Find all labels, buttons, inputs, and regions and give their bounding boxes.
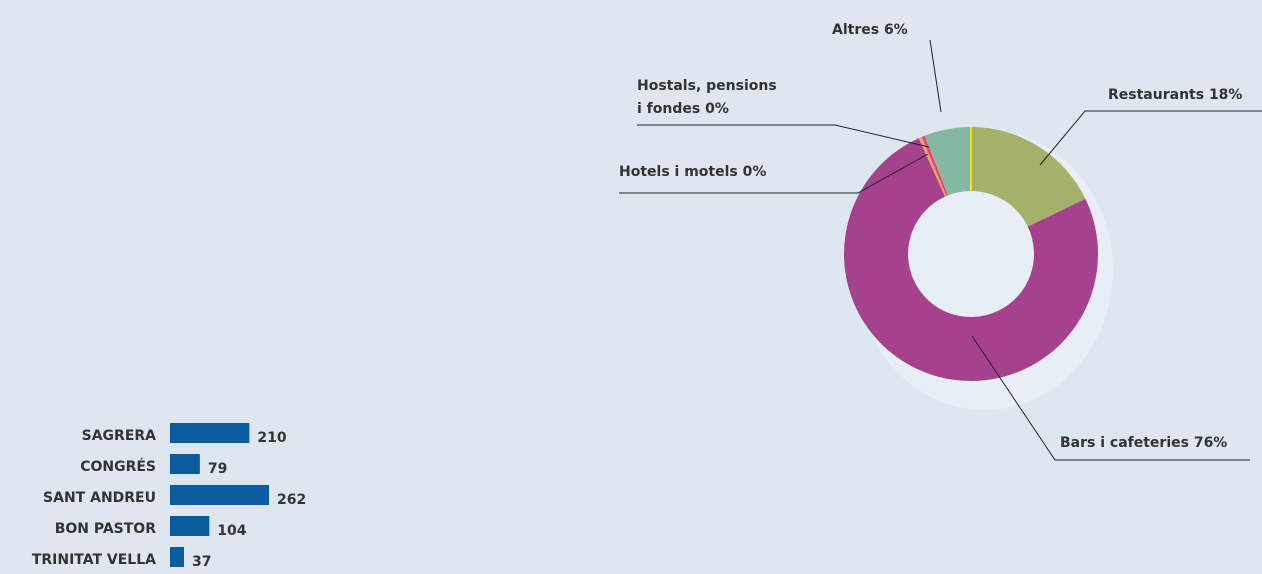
slice-name: Hostals, pensions i fondes	[637, 78, 777, 117]
donut-segment	[844, 138, 1099, 382]
value-label: 37	[192, 554, 211, 570]
slice-name: Altres	[832, 22, 880, 38]
bar	[170, 423, 250, 443]
bar	[170, 547, 184, 567]
donut-segment	[918, 136, 947, 197]
value-label: 262	[277, 492, 306, 508]
slice-label: Bars i cafeteries 76%	[1060, 432, 1227, 455]
bar	[170, 516, 210, 536]
slice-label: Hotels i motels 0%	[619, 161, 766, 184]
value-label: 79	[208, 461, 227, 477]
leader-line	[619, 153, 929, 194]
value-label: 104	[217, 523, 246, 539]
slice-value: 76%	[1193, 435, 1228, 451]
bar-label: SANT ANDREU	[43, 490, 156, 506]
slice-name: Bars i cafeteries	[1060, 435, 1189, 451]
donut-segment	[921, 135, 948, 196]
slice-label: Hostals, pensions i fondes 0%	[637, 75, 782, 121]
slice-label: Restaurants 18%	[1108, 84, 1242, 107]
slice-name: Hotels i motels	[619, 164, 738, 180]
slice-value: 6%	[883, 22, 908, 38]
bar-label: SAGRERA	[82, 428, 157, 444]
slice-value: 18%	[1208, 87, 1243, 103]
bar	[170, 485, 270, 505]
bar-label: CONGRÉS	[80, 458, 156, 475]
slice-value: 0%	[705, 101, 729, 117]
bar-label: TRINITAT VELLA	[32, 552, 156, 568]
leader-line	[1039, 110, 1262, 166]
bar-label: BON PASTOR	[55, 521, 157, 537]
slice-name: Restaurants	[1108, 87, 1205, 103]
donut-segment	[971, 127, 1086, 227]
bar	[170, 454, 200, 474]
donut-segment	[924, 127, 971, 196]
value-label: 210	[257, 430, 286, 446]
leader-line	[929, 39, 942, 113]
slice-label: Altres 6%	[832, 19, 908, 42]
slice-value: 0%	[742, 164, 767, 180]
leader-line	[637, 124, 934, 149]
leader-line	[971, 335, 1250, 461]
